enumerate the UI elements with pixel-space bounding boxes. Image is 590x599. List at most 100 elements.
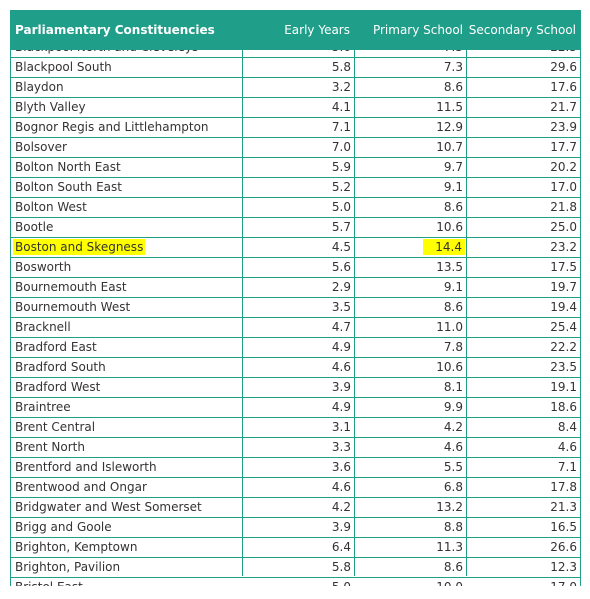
table-row[interactable]: Blackpool North and Cleveleys 5.0 7.5 22.3 <box>11 50 580 58</box>
table-row[interactable]: Bolton South East 5.2 9.1 17.0 <box>11 178 580 198</box>
table-row[interactable]: Bosworth 5.6 13.5 17.5 <box>11 258 580 278</box>
cell-early-years-text: 5.8 <box>331 560 351 574</box>
cell-early-years-text: 5.2 <box>331 180 351 194</box>
table-row[interactable]: Blaydon 3.2 8.6 17.6 <box>11 78 580 98</box>
cell-early-years: 3.5 <box>243 298 355 317</box>
cell-constituency-text: Bradford West <box>15 380 101 394</box>
header-early-years[interactable]: Early Years <box>284 23 350 37</box>
cell-primary-school-text: 11.0 <box>436 320 463 334</box>
table-row[interactable]: Bradford East 4.9 7.8 22.2 <box>11 338 580 358</box>
table-row[interactable]: Bradford South 4.6 10.6 23.5 <box>11 358 580 378</box>
table-row[interactable]: Boston and Skegness 4.5 14.4 23.2 <box>11 238 580 258</box>
column-divider <box>466 40 467 576</box>
cell-primary-school-text: 13.2 <box>436 500 463 514</box>
table-row[interactable]: Brigg and Goole 3.9 8.8 16.5 <box>11 518 580 538</box>
table-row[interactable]: Bracknell 4.7 11.0 25.4 <box>11 318 580 338</box>
cell-early-years-text: 5.0 <box>331 200 351 214</box>
cell-secondary-school-text: 25.0 <box>550 220 577 234</box>
cell-constituency-text: Boston and Skegness <box>13 239 146 255</box>
header-constituencies[interactable]: Parliamentary Constituencies <box>15 23 215 37</box>
table-row[interactable]: Bootle 5.7 10.6 25.0 <box>11 218 580 238</box>
cell-secondary-school: 23.5 <box>467 358 580 377</box>
cell-early-years-text: 5.9 <box>331 160 351 174</box>
cell-early-years: 3.9 <box>243 378 355 397</box>
cell-secondary-school-text: 16.5 <box>550 520 577 534</box>
cell-early-years: 7.0 <box>243 138 355 157</box>
constituency-table: Parliamentary Constituencies Early Years… <box>10 10 581 586</box>
cell-primary-school: 8.6 <box>355 198 467 217</box>
cell-secondary-school-text: 29.6 <box>550 60 577 74</box>
cell-secondary-school: 8.4 <box>467 418 580 437</box>
cell-primary-school-text: 9.9 <box>443 400 463 414</box>
cell-constituency: Brigg and Goole <box>11 518 243 537</box>
table-row[interactable]: Bognor Regis and Littlehampton 7.1 12.9 23.… <box>11 118 580 138</box>
cell-secondary-school: 21.7 <box>467 98 580 117</box>
header-primary-school[interactable]: Primary School <box>372 23 463 37</box>
table-row[interactable]: Bolsover 7.0 10.7 17.7 <box>11 138 580 158</box>
table-row[interactable]: Brighton, Pavilion 5.8 8.6 12.3 <box>11 558 580 578</box>
cell-constituency-text: Bradford East <box>15 340 97 354</box>
table-row[interactable]: Bolton North East 5.9 9.7 20.2 <box>11 158 580 178</box>
table-row[interactable]: Bridgwater and West Somerset 4.2 13.2 21.3 <box>11 498 580 518</box>
cell-early-years: 4.6 <box>243 358 355 377</box>
cell-secondary-school-text: 23.5 <box>550 360 577 374</box>
cell-secondary-school-text: 19.7 <box>550 280 577 294</box>
cell-constituency-text: Bosworth <box>15 260 72 274</box>
table-row[interactable]: Blyth Valley 4.1 11.5 21.7 <box>11 98 580 118</box>
cell-secondary-school-text: 19.4 <box>550 300 577 314</box>
table-row[interactable]: Braintree 4.9 9.9 18.6 <box>11 398 580 418</box>
table-row[interactable]: Brighton, Kemptown 6.4 11.3 26.6 <box>11 538 580 558</box>
table-row[interactable]: Bournemouth West 3.5 8.6 19.4 <box>11 298 580 318</box>
cell-primary-school: 10.6 <box>355 218 467 237</box>
cell-primary-school-text: 4.2 <box>443 420 463 434</box>
cell-early-years-text: 4.9 <box>331 340 351 354</box>
cell-early-years: 5.9 <box>243 158 355 177</box>
table-row[interactable]: Bradford West 3.9 8.1 19.1 <box>11 378 580 398</box>
cell-early-years-text: 4.5 <box>331 240 351 254</box>
table-row[interactable]: Brent Central 3.1 4.2 8.4 <box>11 418 580 438</box>
cell-secondary-school: 17.5 <box>467 258 580 277</box>
cell-early-years: 5.6 <box>243 258 355 277</box>
cell-secondary-school: 23.2 <box>467 238 580 257</box>
table-row[interactable]: Bolton West 5.0 8.6 21.8 <box>11 198 580 218</box>
cell-primary-school-text: 8.8 <box>443 520 463 534</box>
cell-early-years: 5.0 <box>243 578 355 586</box>
cell-primary-school: 8.6 <box>355 78 467 97</box>
cell-early-years: 4.9 <box>243 398 355 417</box>
cell-early-years: 5.0 <box>243 50 355 57</box>
table-row[interactable]: Brentford and Isleworth 3.6 5.5 7.1 <box>11 458 580 478</box>
cell-constituency-text: Bournemouth West <box>15 300 131 314</box>
cell-constituency: Brighton, Pavilion <box>11 558 243 577</box>
cell-primary-school: 9.9 <box>355 398 467 417</box>
cell-primary-school-text: 11.3 <box>436 540 463 554</box>
cell-early-years: 3.3 <box>243 438 355 457</box>
table-header: Parliamentary Constituencies Early Years… <box>10 10 580 50</box>
cell-primary-school: 7.8 <box>355 338 467 357</box>
table-row[interactable]: Brent North 3.3 4.6 4.6 <box>11 438 580 458</box>
cell-early-years: 5.7 <box>243 218 355 237</box>
column-divider <box>354 40 355 576</box>
cell-secondary-school: 17.0 <box>467 178 580 197</box>
header-secondary-school[interactable]: Secondary School <box>468 23 576 37</box>
cell-constituency: Bosworth <box>11 258 243 277</box>
table-body[interactable]: Blackpool North and Cleveleys5.07.522.3B… <box>10 50 580 586</box>
cell-primary-school: 10.7 <box>355 138 467 157</box>
cell-primary-school-text: 12.9 <box>436 120 463 134</box>
cell-primary-school-text: 9.1 <box>443 280 463 294</box>
cell-primary-school: 10.6 <box>355 358 467 377</box>
cell-constituency: Bolton South East <box>11 178 243 197</box>
cell-secondary-school: 22.3 <box>467 50 580 57</box>
table-row[interactable]: Brentwood and Ongar 4.6 6.8 17.8 <box>11 478 580 498</box>
cell-early-years-text: 2.9 <box>331 280 351 294</box>
table-row[interactable]: Bournemouth East 2.9 9.1 19.7 <box>11 278 580 298</box>
cell-constituency: Brentford and Isleworth <box>11 458 243 477</box>
cell-secondary-school-text: 17.0 <box>550 180 577 194</box>
table-row[interactable]: Blackpool South 5.8 7.3 29.6 <box>11 58 580 78</box>
cell-secondary-school: 19.4 <box>467 298 580 317</box>
cell-primary-school: 9.1 <box>355 278 467 297</box>
cell-constituency: Bradford East <box>11 338 243 357</box>
cell-secondary-school-text: 26.6 <box>550 540 577 554</box>
cell-early-years: 4.2 <box>243 498 355 517</box>
table-row[interactable]: Bristol East 5.0 10.0 17.0 <box>11 578 580 586</box>
cell-secondary-school-text: 17.0 <box>550 580 577 586</box>
